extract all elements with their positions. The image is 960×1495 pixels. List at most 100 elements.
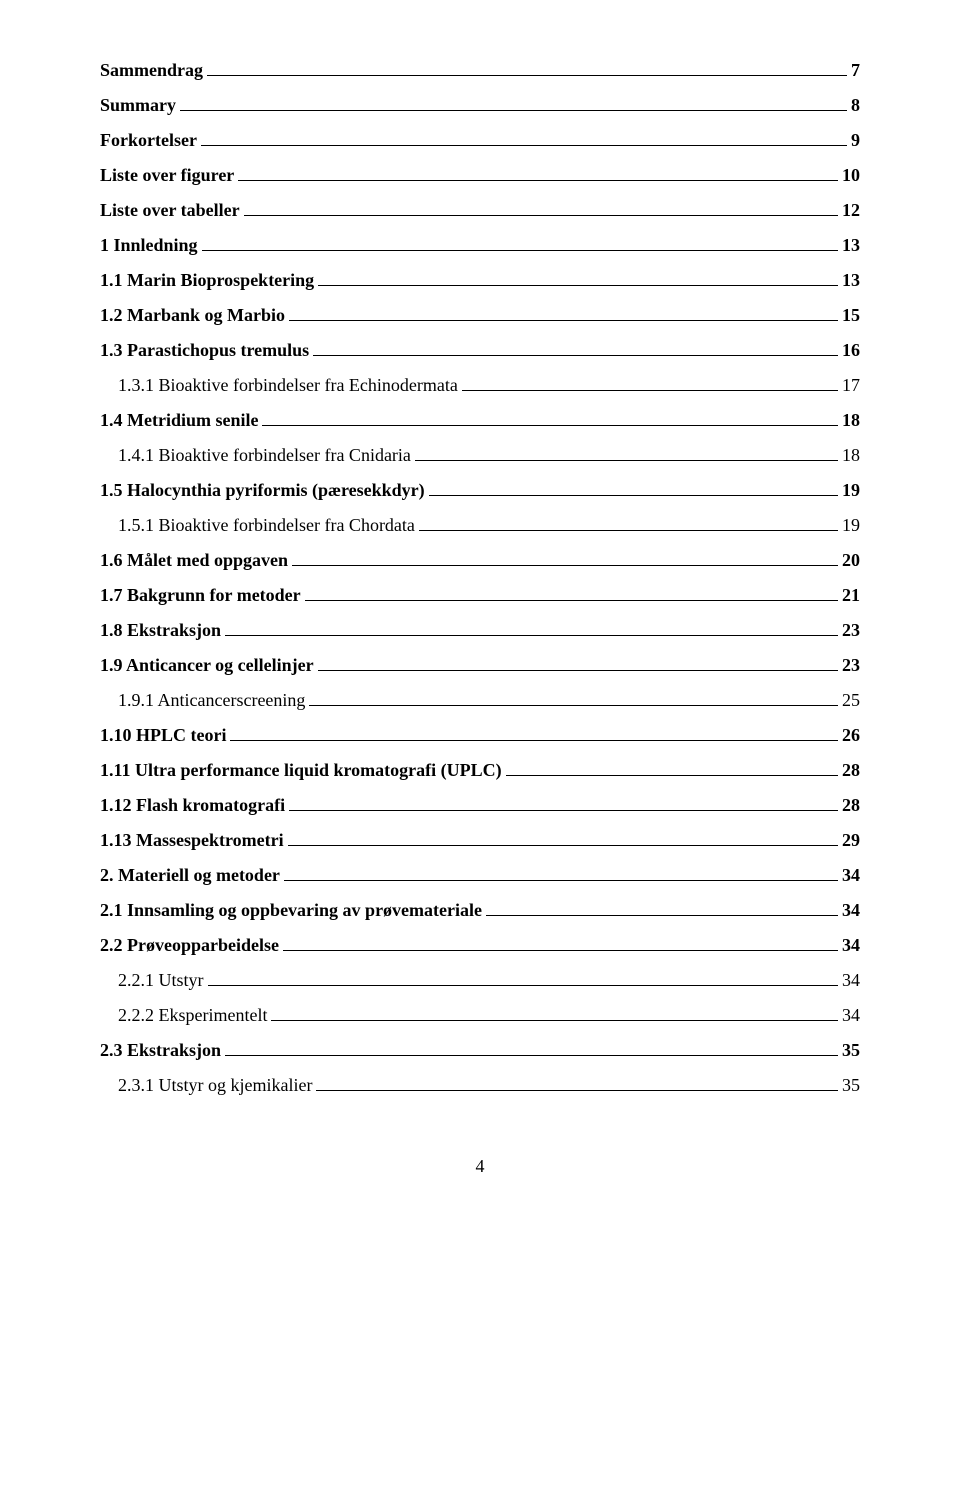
toc-page-number: 21 <box>842 585 860 606</box>
toc-label: Liste over tabeller <box>100 200 240 221</box>
toc-label: 2.1 Innsamling og oppbevaring av prøvema… <box>100 900 482 921</box>
toc-label: 1.3.1 Bioaktive forbindelser fra Echinod… <box>118 375 458 396</box>
toc-leader-line <box>238 180 838 181</box>
toc-leader-line <box>289 320 838 321</box>
toc-label: 2.2 Prøveopparbeidelse <box>100 935 279 956</box>
toc-label: 1.10 HPLC teori <box>100 725 226 746</box>
toc-leader-line <box>429 495 838 496</box>
toc-entry: 1.13 Massespektrometri 29 <box>100 830 860 851</box>
toc-label: 1.3 Parastichopus tremulus <box>100 340 309 361</box>
toc-entry: 1.2 Marbank og Marbio15 <box>100 305 860 326</box>
toc-page-number: 10 <box>842 165 860 186</box>
toc-entry: 1.9 Anticancer og cellelinjer 23 <box>100 655 860 676</box>
toc-entry: Summary8 <box>100 95 860 116</box>
toc-page-number: 18 <box>842 445 860 466</box>
toc-leader-line <box>288 845 838 846</box>
toc-page-number: 9 <box>851 130 860 151</box>
toc-entry: 1.1 Marin Bioprospektering13 <box>100 270 860 291</box>
toc-entry: 2.1 Innsamling og oppbevaring av prøvema… <box>100 900 860 921</box>
toc-leader-line <box>225 635 838 636</box>
toc-label: 1.4 Metridium senile <box>100 410 258 431</box>
toc-page-number: 35 <box>842 1075 860 1096</box>
toc-label: 1.12 Flash kromatografi <box>100 795 285 816</box>
toc-entry: Forkortelser 9 <box>100 130 860 151</box>
toc-entry: 1.12 Flash kromatografi 28 <box>100 795 860 816</box>
toc-leader-line <box>309 705 838 706</box>
toc-entry: 1.5 Halocynthia pyriformis (pæresekkdyr)… <box>100 480 860 501</box>
toc-page-number: 19 <box>842 515 860 536</box>
toc-leader-line <box>419 530 838 531</box>
toc-entry: Liste over figurer 10 <box>100 165 860 186</box>
toc-entry: 1.4.1 Bioaktive forbindelser fra Cnidari… <box>100 445 860 466</box>
toc-entry: 1.3 Parastichopus tremulus 16 <box>100 340 860 361</box>
toc-page-number: 29 <box>842 830 860 851</box>
toc-leader-line <box>415 460 838 461</box>
toc-leader-line <box>289 810 838 811</box>
toc-entry: 1.3.1 Bioaktive forbindelser fra Echinod… <box>100 375 860 396</box>
toc-leader-line <box>230 740 838 741</box>
toc-page-number: 23 <box>842 620 860 641</box>
toc-label: 1.1 Marin Bioprospektering <box>100 270 314 291</box>
toc-page-number: 16 <box>842 340 860 361</box>
toc-label: 1.11 Ultra performance liquid kromatogra… <box>100 760 502 781</box>
toc-label: 2.3.1 Utstyr og kjemikalier <box>118 1075 312 1096</box>
toc-label: 1.2 Marbank og Marbio <box>100 305 285 326</box>
toc-page-number: 23 <box>842 655 860 676</box>
toc-label: 1.5.1 Bioaktive forbindelser fra Chordat… <box>118 515 415 536</box>
toc-page-number: 18 <box>842 410 860 431</box>
toc-page-number: 34 <box>842 900 860 921</box>
toc-page-number: 19 <box>842 480 860 501</box>
toc-page-number: 34 <box>842 970 860 991</box>
toc-leader-line <box>208 985 839 986</box>
toc-label: 1.5 Halocynthia pyriformis (pæresekkdyr) <box>100 480 425 501</box>
toc-entry: 1 Innledning13 <box>100 235 860 256</box>
toc-label: Liste over figurer <box>100 165 234 186</box>
toc-entry: Sammendrag7 <box>100 60 860 81</box>
toc-page-number: 26 <box>842 725 860 746</box>
toc-label: Forkortelser <box>100 130 197 151</box>
toc-entry: 2.3.1 Utstyr og kjemikalier 35 <box>100 1075 860 1096</box>
toc-entry: 1.9.1 Anticancerscreening25 <box>100 690 860 711</box>
page-number: 4 <box>100 1156 860 1177</box>
toc-label: 2.3 Ekstraksjon <box>100 1040 221 1061</box>
toc-entry: 1.10 HPLC teori 26 <box>100 725 860 746</box>
toc-leader-line <box>201 145 847 146</box>
toc-label: 1.9.1 Anticancerscreening <box>118 690 305 711</box>
toc-label: 1.6 Målet med oppgaven <box>100 550 288 571</box>
toc-leader-line <box>313 355 838 356</box>
toc-leader-line <box>506 775 838 776</box>
toc-leader-line <box>284 880 838 881</box>
toc-label: 2.2.1 Utstyr <box>118 970 204 991</box>
toc-page-number: 34 <box>842 1005 860 1026</box>
toc-leader-line <box>486 915 838 916</box>
toc-label: 1.9 Anticancer og cellelinjer <box>100 655 314 676</box>
toc-entry: 2. Materiell og metoder34 <box>100 865 860 886</box>
toc-label: 1.8 Ekstraksjon <box>100 620 221 641</box>
toc-leader-line <box>305 600 838 601</box>
toc-leader-line <box>318 285 838 286</box>
toc-label: 1.7 Bakgrunn for metoder <box>100 585 301 606</box>
toc-leader-line <box>462 390 838 391</box>
toc-entry: 2.2 Prøveopparbeidelse34 <box>100 935 860 956</box>
toc-label: 1.13 Massespektrometri <box>100 830 284 851</box>
toc-entry: 1.5.1 Bioaktive forbindelser fra Chordat… <box>100 515 860 536</box>
toc-leader-line <box>202 250 838 251</box>
toc-page-number: 34 <box>842 865 860 886</box>
toc-leader-line <box>244 215 838 216</box>
toc-entry: Liste over tabeller 12 <box>100 200 860 221</box>
toc-label: 1.4.1 Bioaktive forbindelser fra Cnidari… <box>118 445 411 466</box>
toc-label: Sammendrag <box>100 60 203 81</box>
toc-leader-line <box>318 670 838 671</box>
toc-leader-line <box>292 565 838 566</box>
toc-entry: 1.8 Ekstraksjon 23 <box>100 620 860 641</box>
toc-leader-line <box>316 1090 838 1091</box>
toc-entry: 1.11 Ultra performance liquid kromatogra… <box>100 760 860 781</box>
toc-page-number: 20 <box>842 550 860 571</box>
toc-page-number: 35 <box>842 1040 860 1061</box>
toc-label: 2.2.2 Eksperimentelt <box>118 1005 267 1026</box>
toc-entry: 1.4 Metridium senile 18 <box>100 410 860 431</box>
toc-leader-line <box>271 1020 838 1021</box>
toc-page-number: 12 <box>842 200 860 221</box>
toc-page-number: 28 <box>842 760 860 781</box>
toc-page-number: 28 <box>842 795 860 816</box>
